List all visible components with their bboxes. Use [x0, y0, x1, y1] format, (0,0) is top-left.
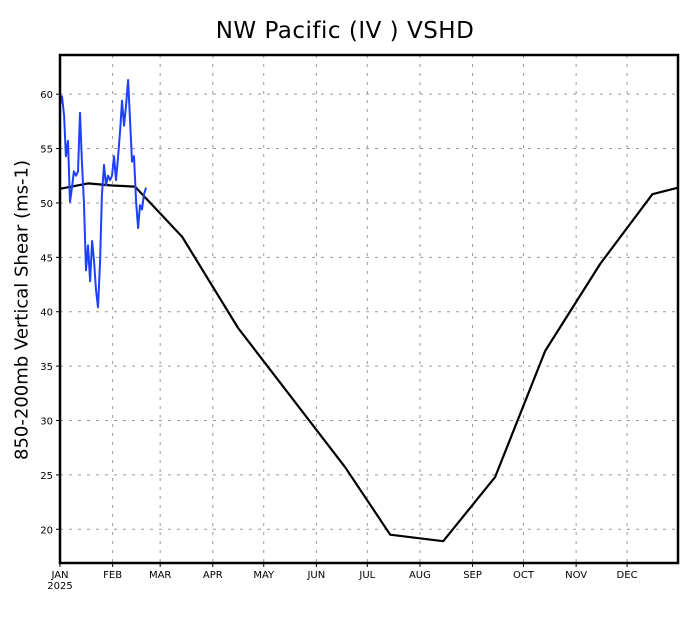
y-tick-label: 25: [40, 471, 53, 482]
x-tick-label: AUG: [409, 570, 431, 581]
x-tick-label: DEC: [617, 570, 638, 581]
x-tick-label: JUN: [306, 570, 325, 581]
x-tick-label: JAN: [50, 570, 68, 581]
plot-frame: [58, 53, 680, 565]
x-tick-label: MAR: [149, 570, 171, 581]
y-tick-label: 60: [40, 90, 53, 101]
x-tick-label: SEP: [463, 570, 482, 581]
y-tick-label: 45: [40, 253, 53, 264]
grid-lines: [60, 55, 678, 563]
series-line-climatology: [59, 182, 679, 543]
y-tick-label: 55: [40, 145, 53, 156]
data-series: [59, 79, 679, 543]
x-tick-label: FEB: [103, 570, 122, 581]
x-tick-label: JUL: [358, 570, 375, 581]
series-line-2025-observed: [59, 79, 148, 309]
x-tick-label: OCT: [513, 570, 535, 581]
chart-title: NW Pacific (IV ) VSHD: [215, 18, 475, 44]
y-tick-label: 50: [40, 199, 53, 210]
y-tick-label: 40: [40, 308, 53, 319]
x-tick-label: MAY: [253, 570, 275, 581]
x-tick-label: NOV: [565, 570, 587, 581]
x-tick-sublabel: 2025: [47, 581, 72, 592]
x-tick-label: APR: [203, 570, 223, 581]
y-tick-label: 35: [40, 362, 53, 373]
y-tick-label: 20: [40, 525, 53, 536]
y-tick-label: 30: [40, 416, 53, 427]
